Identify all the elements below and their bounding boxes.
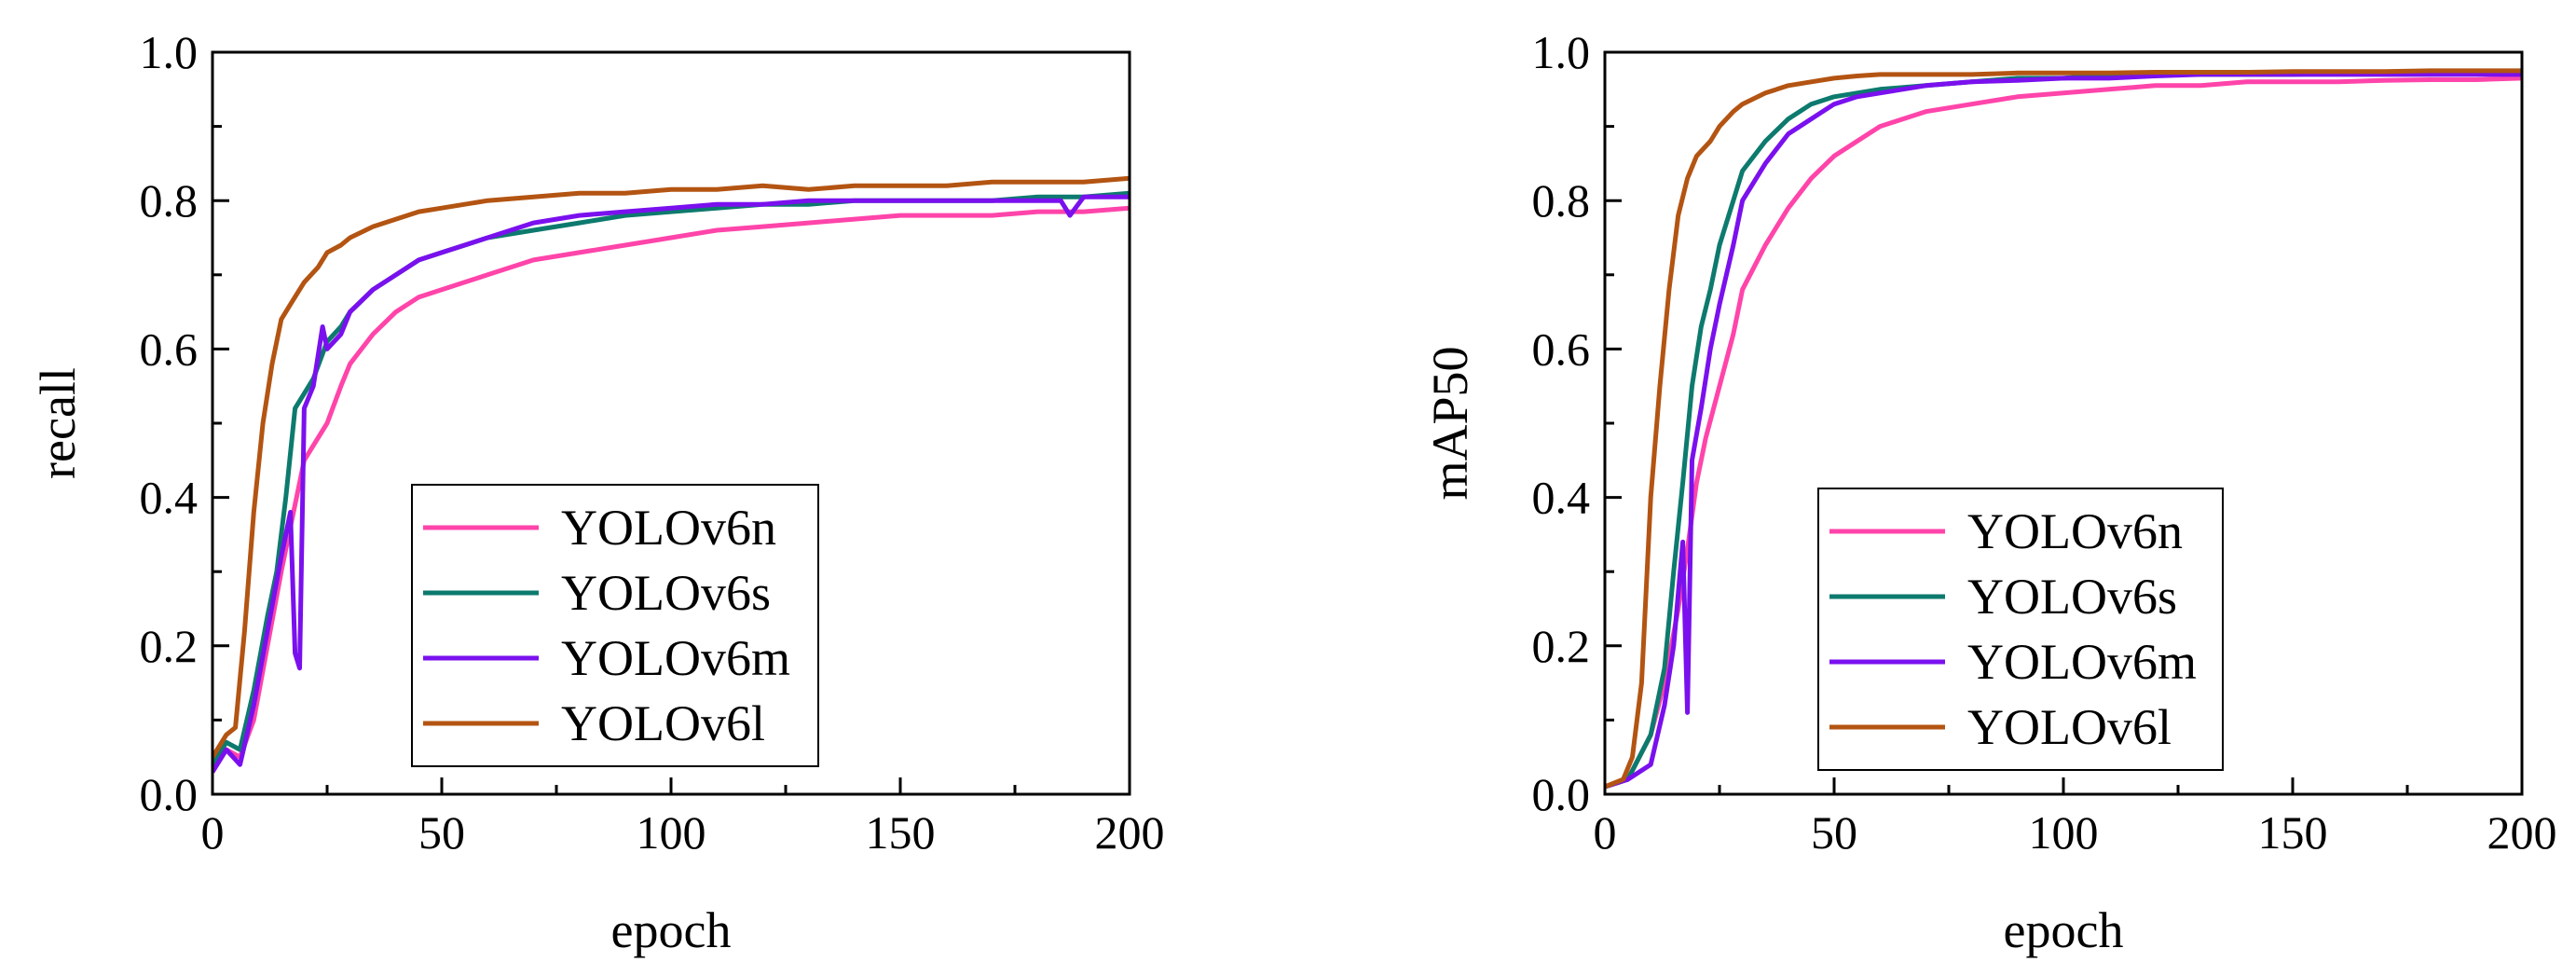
y-tick-label: 1.0 <box>1532 26 1591 78</box>
y-tick-label: 0.2 <box>1532 620 1591 672</box>
x-tick-label: 50 <box>418 806 465 859</box>
series-line-yolov6m <box>1605 72 2522 790</box>
y-tick-label: 0.0 <box>140 768 199 820</box>
series-line-yolov6n <box>212 205 1130 774</box>
legend-box <box>1817 488 2224 771</box>
x-tick-label: 200 <box>2487 806 2557 859</box>
plot-area <box>212 175 1130 774</box>
x-tick-label: 100 <box>2029 806 2099 859</box>
y-tick-label: 0.6 <box>1532 323 1591 375</box>
x-tick-label: 100 <box>637 806 706 859</box>
x-tick-label: 150 <box>2258 806 2328 859</box>
y-tick-label: 0.4 <box>1532 472 1591 524</box>
legend-label: YOLOv6s <box>1967 569 2177 625</box>
x-tick-label: 0 <box>201 806 225 859</box>
y-tick-label: 0.2 <box>140 620 199 672</box>
y-tick-label: 0.6 <box>140 323 199 375</box>
y-axis-title: mAP50 <box>1422 346 1478 500</box>
series-line-yolov6l <box>212 175 1130 759</box>
legend-label: YOLOv6l <box>1967 699 2172 755</box>
legend-label: YOLOv6m <box>561 630 790 686</box>
x-axis-title: epoch <box>611 902 732 958</box>
map50-chart: 0 50 100 150 200 0.0 0.2 0.4 0.6 0.8 1.0 epoch mAP50… <box>1422 26 2557 958</box>
legend: YOLOv6n YOLOv6s YOLOv6m YOLOv6l <box>1817 488 2224 771</box>
plot-area <box>1605 68 2522 790</box>
x-tick-label: 200 <box>1095 806 1165 859</box>
legend-label: YOLOv6m <box>1967 634 2197 690</box>
series-line-yolov6m <box>212 194 1130 774</box>
x-tick-label: 50 <box>1811 806 1857 859</box>
y-tick-label: 0.8 <box>1532 174 1591 227</box>
y-tick-label: 0.8 <box>140 174 199 227</box>
legend-label: YOLOv6n <box>561 500 776 556</box>
legend-label: YOLOv6l <box>561 695 765 751</box>
series-line-yolov6l <box>1605 68 2522 790</box>
y-tick-label: 0.4 <box>140 472 199 524</box>
legend-label: YOLOv6n <box>1967 503 2183 559</box>
y-axis-title: recall <box>30 367 86 479</box>
y-tick-label: 1.0 <box>140 26 199 78</box>
x-tick-label: 0 <box>1594 806 1617 859</box>
legend-box <box>411 484 819 767</box>
y-tick-label: 0.0 <box>1532 768 1591 820</box>
x-axis-title: epoch <box>2004 902 2124 958</box>
x-tick-label: 150 <box>866 806 936 859</box>
legend-label: YOLOv6s <box>561 565 771 621</box>
series-line-yolov6n <box>1605 76 2522 790</box>
legend: YOLOv6n YOLOv6s YOLOv6m YOLOv6l <box>411 484 819 767</box>
recall-chart: 0 50 100 150 200 0.0 0.2 0.4 0.6 0.8 1.0 epoch recal… <box>30 26 1165 958</box>
